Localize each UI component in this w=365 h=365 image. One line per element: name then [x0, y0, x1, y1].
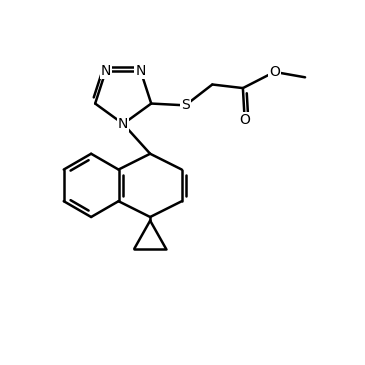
Text: O: O — [239, 113, 250, 127]
Text: S: S — [181, 98, 190, 112]
Text: N: N — [101, 64, 111, 78]
Text: O: O — [269, 65, 280, 79]
Text: N: N — [135, 64, 146, 78]
Text: N: N — [118, 117, 128, 131]
